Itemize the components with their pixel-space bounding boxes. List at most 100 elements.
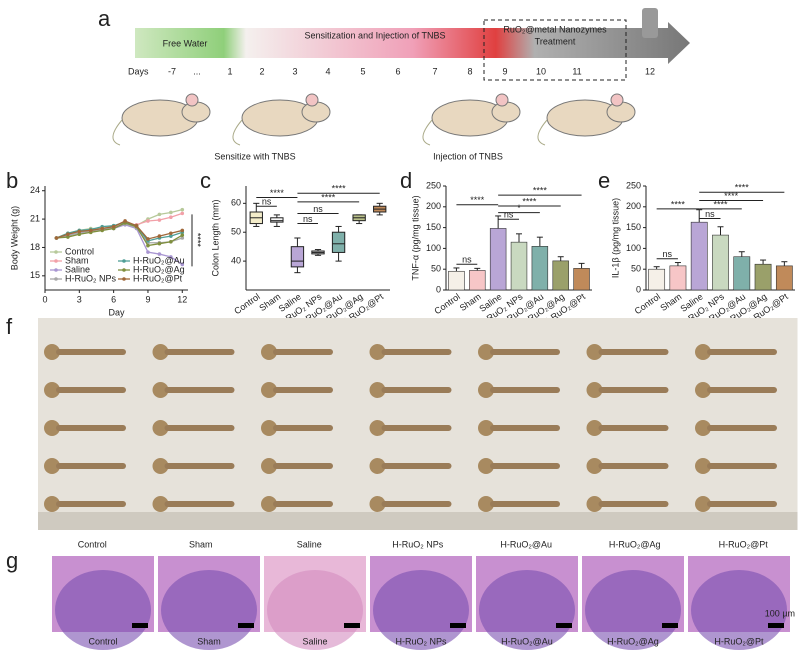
bar bbox=[733, 256, 751, 291]
colon bbox=[164, 463, 235, 469]
point bbox=[134, 223, 139, 228]
colon bbox=[707, 501, 777, 507]
y-tick-label: 18 bbox=[30, 242, 40, 252]
sig-label: **** bbox=[332, 184, 347, 194]
day-label: 4 bbox=[325, 66, 330, 76]
cecum bbox=[261, 420, 277, 436]
sig-label: **** bbox=[713, 199, 728, 209]
colon bbox=[490, 501, 560, 507]
legend-swatch bbox=[54, 250, 58, 254]
colon bbox=[381, 387, 452, 393]
colon bbox=[56, 425, 126, 431]
y-tick-label: 60 bbox=[231, 198, 241, 208]
cecum bbox=[478, 382, 494, 398]
cecum bbox=[369, 458, 386, 474]
histology-label: Saline bbox=[302, 636, 327, 646]
day-label: 7 bbox=[432, 66, 437, 76]
colon bbox=[490, 387, 560, 393]
colon bbox=[273, 349, 333, 355]
sig-label: ns bbox=[462, 255, 472, 265]
series-line bbox=[56, 222, 183, 247]
legend-label: H-RuO₂ NPs bbox=[65, 273, 116, 283]
day-label: 1 bbox=[227, 66, 232, 76]
sig-label: * bbox=[517, 203, 521, 213]
ruler bbox=[38, 512, 147, 530]
point bbox=[157, 234, 162, 238]
photo-label: Saline bbox=[297, 539, 322, 549]
bar bbox=[531, 246, 549, 291]
day-label: 10 bbox=[536, 66, 546, 76]
bar bbox=[669, 265, 687, 291]
x-tick-label: Sham bbox=[458, 291, 483, 313]
sig-label: **** bbox=[470, 195, 485, 205]
series-line bbox=[56, 220, 183, 240]
colon bbox=[273, 463, 333, 469]
ruler bbox=[146, 512, 255, 530]
bar bbox=[489, 228, 507, 291]
y-tick-label: 50 bbox=[431, 264, 441, 274]
caption: Sensitize with TNBS bbox=[214, 151, 295, 161]
colon bbox=[598, 463, 669, 469]
y-axis-label: Body Weight (g) bbox=[9, 206, 19, 270]
point bbox=[180, 236, 185, 240]
caption: Injection of TNBS bbox=[433, 151, 503, 161]
cecum bbox=[586, 496, 603, 512]
panel-label: e bbox=[598, 168, 610, 193]
colon bbox=[707, 387, 777, 393]
cecum bbox=[44, 496, 60, 512]
mouse-ear bbox=[495, 93, 509, 107]
histology-label: H-RuO₂@Pt bbox=[714, 636, 764, 646]
mouse-ear bbox=[305, 93, 319, 107]
x-axis-label: Day bbox=[108, 307, 125, 317]
sig-label: **** bbox=[724, 191, 739, 201]
legend-swatch bbox=[122, 277, 126, 281]
cecum bbox=[152, 344, 169, 360]
bar bbox=[448, 270, 465, 291]
legend-label: H-RuO₂@Pt bbox=[133, 273, 183, 283]
photo-label: Sham bbox=[189, 539, 213, 549]
sig-label: **** bbox=[735, 183, 750, 193]
legend-swatch bbox=[54, 259, 58, 263]
cecum bbox=[44, 344, 60, 360]
point bbox=[157, 241, 162, 246]
y-tick-label: 40 bbox=[231, 255, 241, 265]
treatment-box bbox=[483, 19, 627, 81]
sig-label: ns bbox=[663, 249, 673, 259]
legend-swatch bbox=[122, 268, 126, 272]
box bbox=[290, 246, 305, 268]
y-tick-label: 200 bbox=[626, 201, 641, 211]
point bbox=[146, 250, 150, 254]
cecum bbox=[369, 420, 386, 436]
colon bbox=[273, 425, 333, 431]
cecum bbox=[478, 420, 494, 436]
y-tick-label: 100 bbox=[626, 243, 641, 253]
y-tick-label: 200 bbox=[426, 201, 441, 211]
mucosa bbox=[479, 570, 575, 650]
y-axis-label: Colon Length (mm) bbox=[210, 199, 220, 276]
phase: Treatment bbox=[535, 36, 576, 46]
sig-label: ns bbox=[313, 204, 323, 214]
bar bbox=[573, 268, 590, 291]
legend-label: H-RuO₂@Au bbox=[133, 255, 185, 265]
colon bbox=[381, 463, 452, 469]
x-tick-label: 12 bbox=[177, 294, 187, 304]
histology-label: H-RuO₂ NPs bbox=[396, 636, 447, 646]
x-tick-label: Control bbox=[633, 291, 663, 316]
cecum bbox=[152, 382, 169, 398]
x-tick-label: 9 bbox=[145, 294, 150, 304]
mouse-tail bbox=[537, 119, 548, 146]
point bbox=[180, 228, 185, 233]
photo-label: Control bbox=[78, 539, 107, 549]
day-label: 3 bbox=[292, 66, 297, 76]
scale-bar bbox=[450, 623, 466, 628]
point bbox=[180, 262, 185, 267]
box bbox=[270, 217, 284, 223]
cecum bbox=[695, 420, 711, 436]
colon bbox=[381, 501, 452, 507]
mucosa bbox=[267, 570, 363, 650]
point bbox=[157, 218, 162, 222]
cecum bbox=[261, 382, 277, 398]
colon bbox=[598, 501, 669, 507]
point bbox=[180, 233, 185, 237]
y-tick-label: 0 bbox=[436, 284, 441, 294]
